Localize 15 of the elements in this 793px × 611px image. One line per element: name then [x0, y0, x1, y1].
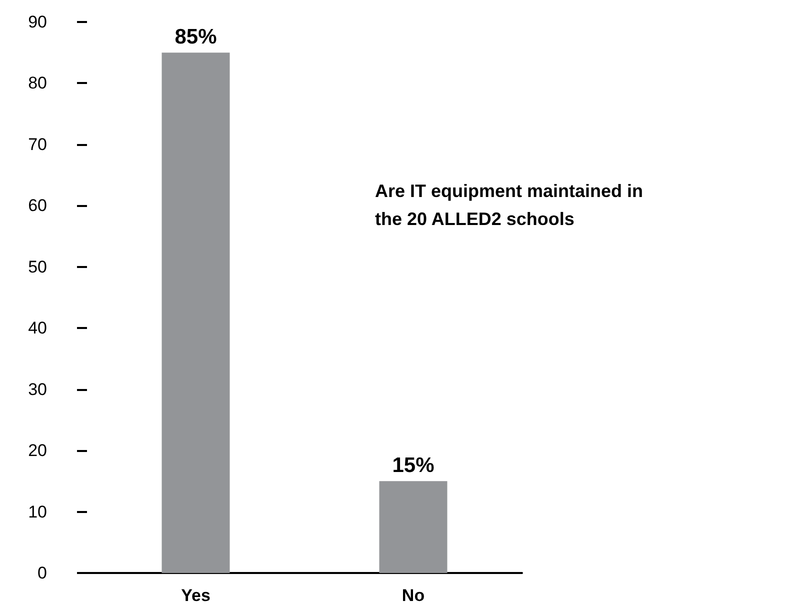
y-tick-label: 50	[28, 257, 47, 276]
y-tick-label: 70	[28, 134, 47, 154]
y-tick-label: 40	[28, 318, 47, 338]
data-label: 15%	[392, 454, 435, 478]
data-label: 85%	[174, 26, 218, 49]
y-tick-label: 20	[28, 441, 47, 460]
y-tick-label: 60	[28, 196, 47, 216]
text: Are IT equipment maintained in the 20 ALLED2 schools	[375, 181, 648, 229]
y-tick-label: 0	[38, 564, 47, 582]
y-tick-label: 10	[28, 502, 47, 522]
y-tick-label: 80	[28, 74, 47, 93]
y-tick-label: 30	[28, 380, 47, 399]
x-tick-label: No	[402, 586, 425, 605]
x-tick-label: Yes	[181, 586, 210, 605]
y-tick-label: 90	[28, 12, 47, 32]
